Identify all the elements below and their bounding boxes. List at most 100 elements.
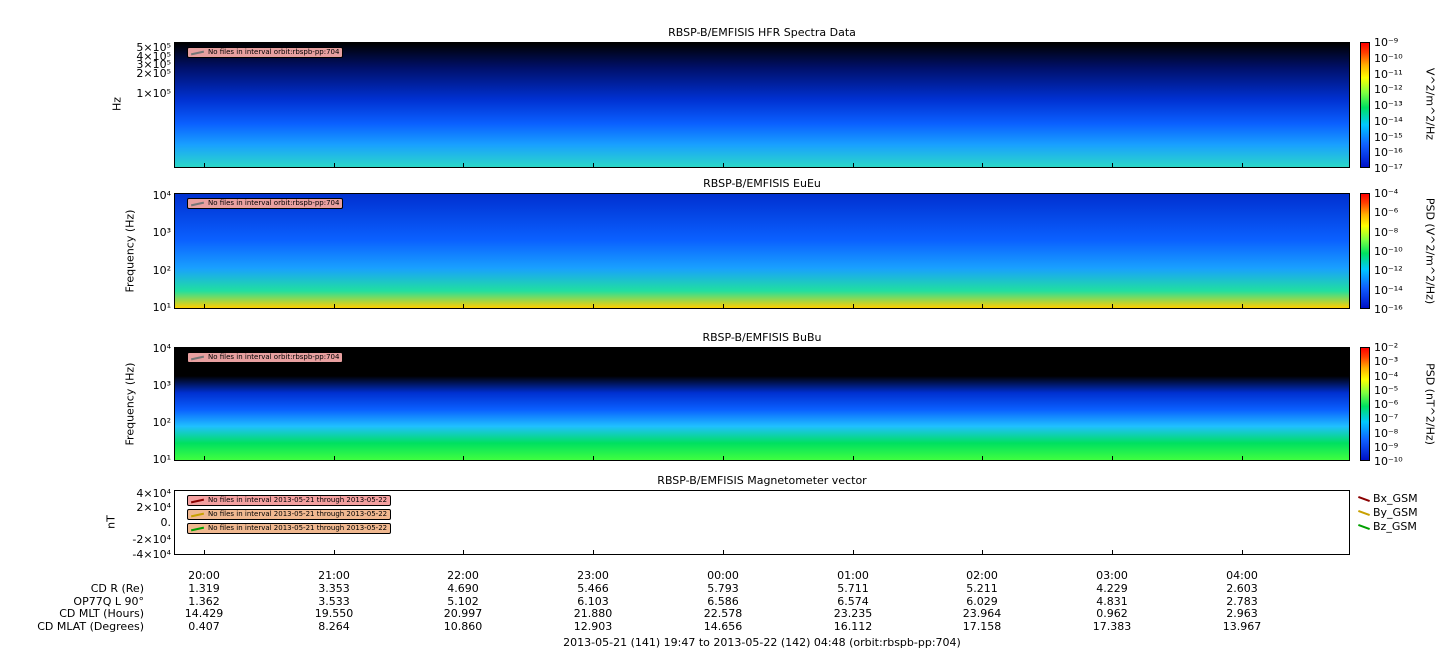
eueu-no-files-warning: No files in interval orbit:rbspb-pp:704 [187,198,344,209]
mag-ytick: 2×10⁴ [136,501,171,514]
x-tick-mark [723,456,724,461]
bubu-ytick: 10¹ [152,453,171,466]
x-tick-label: 00:00 [707,569,739,582]
ephemeris-value: 2.603 [1226,582,1258,595]
warning-text: No files in interval 2013-05-21 through … [208,524,388,532]
ephemeris-value: 2.783 [1226,595,1258,608]
ephemeris-value: 6.586 [707,595,739,608]
ephemeris-value: 12.903 [573,620,613,633]
bx-legend-line [1358,496,1370,502]
ephemeris-value: 3.353 [318,582,350,595]
bz-no-files-warning: No files in interval 2013-05-21 through … [187,523,392,534]
ephemeris-value: 5.466 [577,582,609,595]
x-tick-mark [1242,304,1243,309]
bubu-ylabel: Frequency (Hz) [123,362,137,446]
colorbar-tick-label: 10⁻¹⁴ [1374,283,1403,297]
colorbar-tick-label: 10⁻⁴ [1374,187,1399,200]
colorbar-tick-label: 10⁻² [1374,341,1399,354]
panel3-title: RBSP-B/EMFISIS BuBu [702,331,822,344]
ephemeris-row-label: CD MLT (Hours) [59,607,144,620]
bubu-spectrogram: No files in interval orbit:rbspb-pp:704 [174,347,1350,461]
colorbar-tick-label: 10⁻¹⁰ [1374,455,1403,468]
ephemeris-row-label: OP77Q L 90° [73,595,144,608]
ephemeris-value: 3.533 [318,595,350,608]
mag-ytick: -2×10⁴ [132,533,171,546]
bubu-ytick: 10³ [152,379,171,392]
x-tick-mark [593,304,594,309]
x-tick-mark [853,550,854,555]
eueu-spectrogram: No files in interval orbit:rbspb-pp:704 [174,193,1350,309]
ephemeris-value: 8.264 [318,620,350,633]
ephemeris-value: 4.690 [447,582,479,595]
legend-label: By_GSM [1373,506,1418,519]
ephemeris-value: 17.158 [962,620,1002,633]
ephemeris-value: 20.997 [443,607,483,620]
colorbar-tick-label: 10⁻¹⁰ [1374,245,1403,258]
x-tick-mark [1112,163,1113,168]
x-tick-mark [1112,456,1113,461]
x-tick-mark [982,456,983,461]
ephemeris-value: 5.711 [837,582,869,595]
ephemeris-value: 0.962 [1096,607,1128,620]
x-tick-label: 02:00 [966,569,998,582]
ephemeris-value: 5.102 [447,595,479,608]
bubu-ytick: 10² [152,416,171,429]
colorbar-tick-label: 10⁻⁵ [1374,383,1399,397]
x-tick-mark [723,163,724,168]
ephemeris-value: 23.235 [833,607,873,620]
by-swatch-icon [190,512,205,518]
warning-text: No files in interval orbit:rbspb-pp:704 [208,48,340,56]
hfr-ytick: 5×10⁵ [136,41,171,54]
x-tick-mark [1242,456,1243,461]
eueu-ylabel: Frequency (Hz) [123,209,137,293]
x-tick-mark [723,550,724,555]
x-tick-mark [982,550,983,555]
eueu-ytick: 10³ [152,226,171,239]
colorbar-tick-label: 10⁻⁴ [1374,369,1399,383]
x-tick-mark [334,304,335,309]
colorbar-tick-label: 10⁻¹⁶ [1374,146,1403,160]
eueu-colorbar-label: PSD (V^2/m^2/Hz) [1423,197,1437,305]
hfr-no-files-warning: No files in interval orbit:rbspb-pp:704 [187,47,344,58]
colorbar-tick-label: 10⁻¹² [1374,83,1403,97]
x-tick-mark [463,304,464,309]
warning-text: No files in interval orbit:rbspb-pp:704 [208,353,340,361]
colorbar-tick-label: 10⁻¹⁶ [1374,303,1403,316]
colorbar-tick-label: 10⁻⁸ [1374,225,1399,239]
hfr-colorbar [1360,42,1370,168]
x-tick-mark [463,456,464,461]
mag-ylabel: nT [104,515,118,529]
x-tick-mark [204,163,205,168]
x-tick-mark [1112,304,1113,309]
hfr-ylabel: Hz [110,96,124,112]
eueu-ytick: 10⁴ [152,189,171,202]
x-tick-label: 03:00 [1096,569,1128,582]
x-tick-mark [593,163,594,168]
hfr-colorbar-label: V^2/m^2/Hz [1423,67,1437,141]
warning-text: No files in interval 2013-05-21 through … [208,496,388,504]
colorbar-tick-label: 10⁻¹⁷ [1374,162,1403,175]
ephemeris-value: 19.550 [314,607,354,620]
colorbar-tick-label: 10⁻⁸ [1374,426,1399,440]
x-tick-label: 22:00 [447,569,479,582]
warning-swatch-icon [190,201,205,207]
mag-ytick: 0. [160,516,172,529]
warning-swatch-icon [190,355,205,361]
eueu-ytick: 10² [152,264,171,277]
legend-bx: Bx_GSM [1358,492,1418,505]
colorbar-tick-label: 10⁻³ [1374,355,1399,369]
colorbar-tick-label: 10⁻⁶ [1374,206,1399,220]
colorbar-tick-label: 10⁻¹⁴ [1374,114,1403,128]
x-tick-mark [463,550,464,555]
by-no-files-warning: No files in interval 2013-05-21 through … [187,509,392,520]
x-tick-mark [982,304,983,309]
ephemeris-value: 21.880 [573,607,613,620]
ephemeris-row-label: CD R (Re) [90,582,144,595]
x-tick-label: 21:00 [318,569,350,582]
x-tick-mark [853,304,854,309]
ephemeris-value: 6.574 [837,595,869,608]
x-tick-mark [204,456,205,461]
bx-no-files-warning: No files in interval 2013-05-21 through … [187,495,392,506]
x-tick-mark [593,550,594,555]
colorbar-tick-label: 10⁻¹¹ [1374,67,1403,81]
